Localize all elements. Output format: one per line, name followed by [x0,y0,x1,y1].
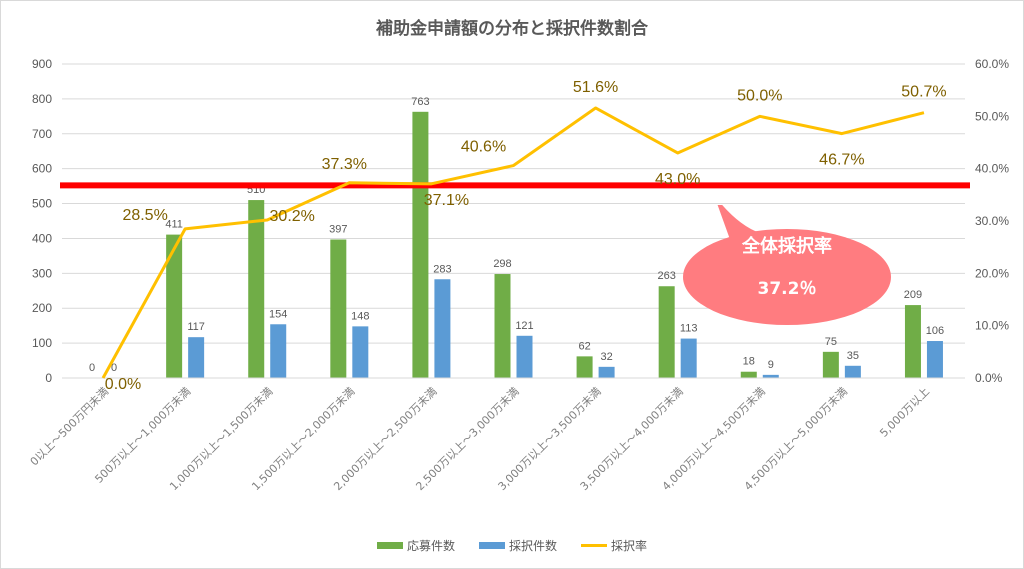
bar-adopted [762,374,779,378]
bar-label-adopted: 113 [680,323,698,335]
legend-item-applications: 応募件数 [376,537,455,554]
rate-label: 40.6% [461,139,506,156]
bar-applications [412,111,429,378]
legend-item-adopted: 採択件数 [478,537,557,554]
rate-label: 37.1% [424,192,469,209]
rate-label: 50.7% [901,84,946,101]
bar-label-adopted: 148 [351,310,369,322]
bar-adopted [680,338,697,378]
bar-label-adopted: 9 [768,359,774,371]
right-axis-tick: 40.0% [975,162,1009,176]
bar-label-adopted: 35 [847,350,859,362]
left-axis-tick: 900 [32,57,52,71]
bar-adopted [926,341,943,378]
rate-label: 46.7% [819,152,864,169]
category-label: 500万以上～1,000万未満 [92,385,193,486]
left-axis-tick: 700 [32,127,52,141]
right-axis-tick: 10.0% [975,319,1009,333]
bar-applications [166,234,183,378]
bar-label-applications: 411 [165,219,183,231]
rate-label: 43.0% [655,171,700,188]
category-label: 5,000万以上 [877,385,932,440]
bar-label-applications: 763 [411,96,429,108]
bar-label-adopted: 32 [600,351,612,363]
left-axis-tick: 200 [32,301,52,315]
rate-line [101,106,925,379]
rate-label: 28.5% [122,207,167,224]
right-axis-tick: 50.0% [975,109,1009,123]
legend-swatch-green [376,542,403,549]
right-axis-tick: 20.0% [975,266,1009,280]
legend-swatch-line [581,544,607,547]
left-axis-tick: 500 [32,197,52,211]
legend-item-rate: 採択率 [581,537,647,554]
bar-applications [576,356,593,378]
left-axis-tick: 400 [32,231,52,245]
rate-label: 30.2% [270,208,315,225]
legend-label: 採択件数 [508,539,557,553]
category-label: 0以上～500万円未満 [28,385,111,468]
callout-title: 全体採択率 [742,236,832,257]
legend-swatch-blue [478,542,505,549]
bar-applications [330,239,347,378]
bar-label-adopted: 121 [515,320,533,332]
bar-adopted [434,279,451,378]
bar-applications [740,371,757,378]
right-axis-tick: 30.0% [975,214,1009,228]
rate-label: 50.0% [737,87,782,104]
left-axis-tick: 800 [32,92,52,106]
bar-label-applications: 75 [825,336,837,348]
bar-adopted [270,324,287,378]
bar-label-applications: 62 [578,340,590,352]
rate-label: 0.0% [105,376,141,393]
bar-adopted [188,337,205,378]
left-axis-tick: 300 [32,266,52,280]
bar-label-adopted: 0 [111,362,117,374]
rate-label: 51.6% [573,79,618,96]
bar-adopted [516,335,533,378]
left-axis-tick: 600 [32,162,52,176]
bar-label-adopted: 154 [269,308,287,320]
bar-label-adopted: 117 [187,321,205,333]
bar-applications [822,351,839,378]
bar-applications [248,200,265,378]
chart-title: 補助金申請額の分布と採択件数割合 [376,19,648,39]
bar-label-applications: 263 [658,270,676,282]
chart-legend: 応募件数 採択件数 採択率 [0,537,1024,554]
bar-applications [904,305,921,378]
left-axis-tick: 0 [45,371,52,385]
right-axis-tick: 0.0% [975,371,1003,385]
bar-label-applications: 18 [743,356,755,368]
bar-label-adopted: 283 [433,263,451,275]
bar-adopted [598,366,615,378]
rate-label: 37.3% [322,156,367,173]
overall-rate-callout [683,205,891,325]
legend-label: 採択率 [611,539,648,553]
bar-applications [658,286,675,378]
bar-label-applications: 0 [89,362,95,374]
bar-label-applications: 209 [904,289,922,301]
bar-label-applications: 397 [329,223,347,235]
bar-applications [494,274,511,378]
bar-adopted [844,365,861,378]
bar-adopted [352,326,369,378]
bar-label-applications: 298 [493,258,511,270]
callout-value: 37.2％ [757,279,817,299]
legend-label: 応募件数 [406,539,455,553]
bar-label-adopted: 106 [926,325,944,337]
right-axis-tick: 60.0% [975,57,1009,71]
left-axis-tick: 100 [32,336,52,350]
